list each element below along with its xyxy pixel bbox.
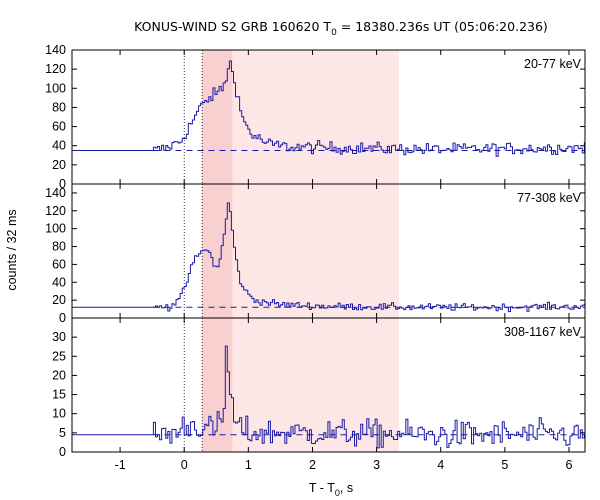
- y-tick-label: 80: [52, 240, 66, 254]
- chart-title: KONUS-WIND S2 GRB 160620 T0 = 18380.236s…: [134, 19, 548, 38]
- shaded-region-light: [202, 184, 400, 318]
- y-tick-label: 0: [59, 311, 66, 325]
- x-tick-label: 0: [181, 458, 188, 472]
- panel-energy-label: 20-77 keV: [524, 57, 582, 71]
- shaded-region-light: [202, 318, 400, 452]
- y-axis-label: counts / 32 ms: [5, 209, 19, 290]
- panel-energy-label: 308-1167 keV: [504, 325, 582, 339]
- panel-energy-label: 77-308 keV: [517, 191, 582, 205]
- x-tick-label: 1: [245, 458, 252, 472]
- y-tick-label: 60: [52, 257, 66, 271]
- y-tick-label: 20: [52, 368, 66, 382]
- y-tick-label: 120: [45, 204, 66, 218]
- y-tick-label: 0: [59, 177, 66, 191]
- y-tick-label: 140: [45, 186, 66, 200]
- y-tick-label: 0: [59, 445, 66, 459]
- y-tick-label: 80: [52, 100, 66, 114]
- shaded-region-dark: [202, 318, 233, 452]
- x-tick-label: -1: [115, 458, 126, 472]
- x-tick-label: 5: [501, 458, 508, 472]
- y-tick-label: 30: [52, 330, 66, 344]
- y-tick-label: 40: [52, 139, 66, 153]
- light-curve-series: [72, 60, 585, 157]
- x-tick-label: 3: [373, 458, 380, 472]
- y-tick-label: 20: [52, 293, 66, 307]
- panel-frame: [71, 317, 586, 453]
- y-tick-label: 25: [52, 349, 66, 363]
- y-tick-label: 100: [45, 222, 66, 236]
- x-tick-label: 6: [565, 458, 572, 472]
- y-tick-label: 20: [52, 158, 66, 172]
- y-tick-label: 140: [45, 43, 66, 57]
- shaded-region-light: [202, 50, 400, 184]
- x-axis-label: T - T0, s: [309, 481, 353, 498]
- light-curve-series: [72, 345, 585, 449]
- y-tick-label: 60: [52, 120, 66, 134]
- y-tick-label: 10: [52, 407, 66, 421]
- x-tick-label: 4: [437, 458, 444, 472]
- y-tick-label: 40: [52, 275, 66, 289]
- y-tick-label: 5: [59, 426, 66, 440]
- y-tick-label: 100: [45, 81, 66, 95]
- y-tick-label: 120: [45, 62, 66, 76]
- x-tick-label: 2: [309, 458, 316, 472]
- y-tick-label: 15: [52, 388, 66, 402]
- light-curve-series: [72, 202, 585, 313]
